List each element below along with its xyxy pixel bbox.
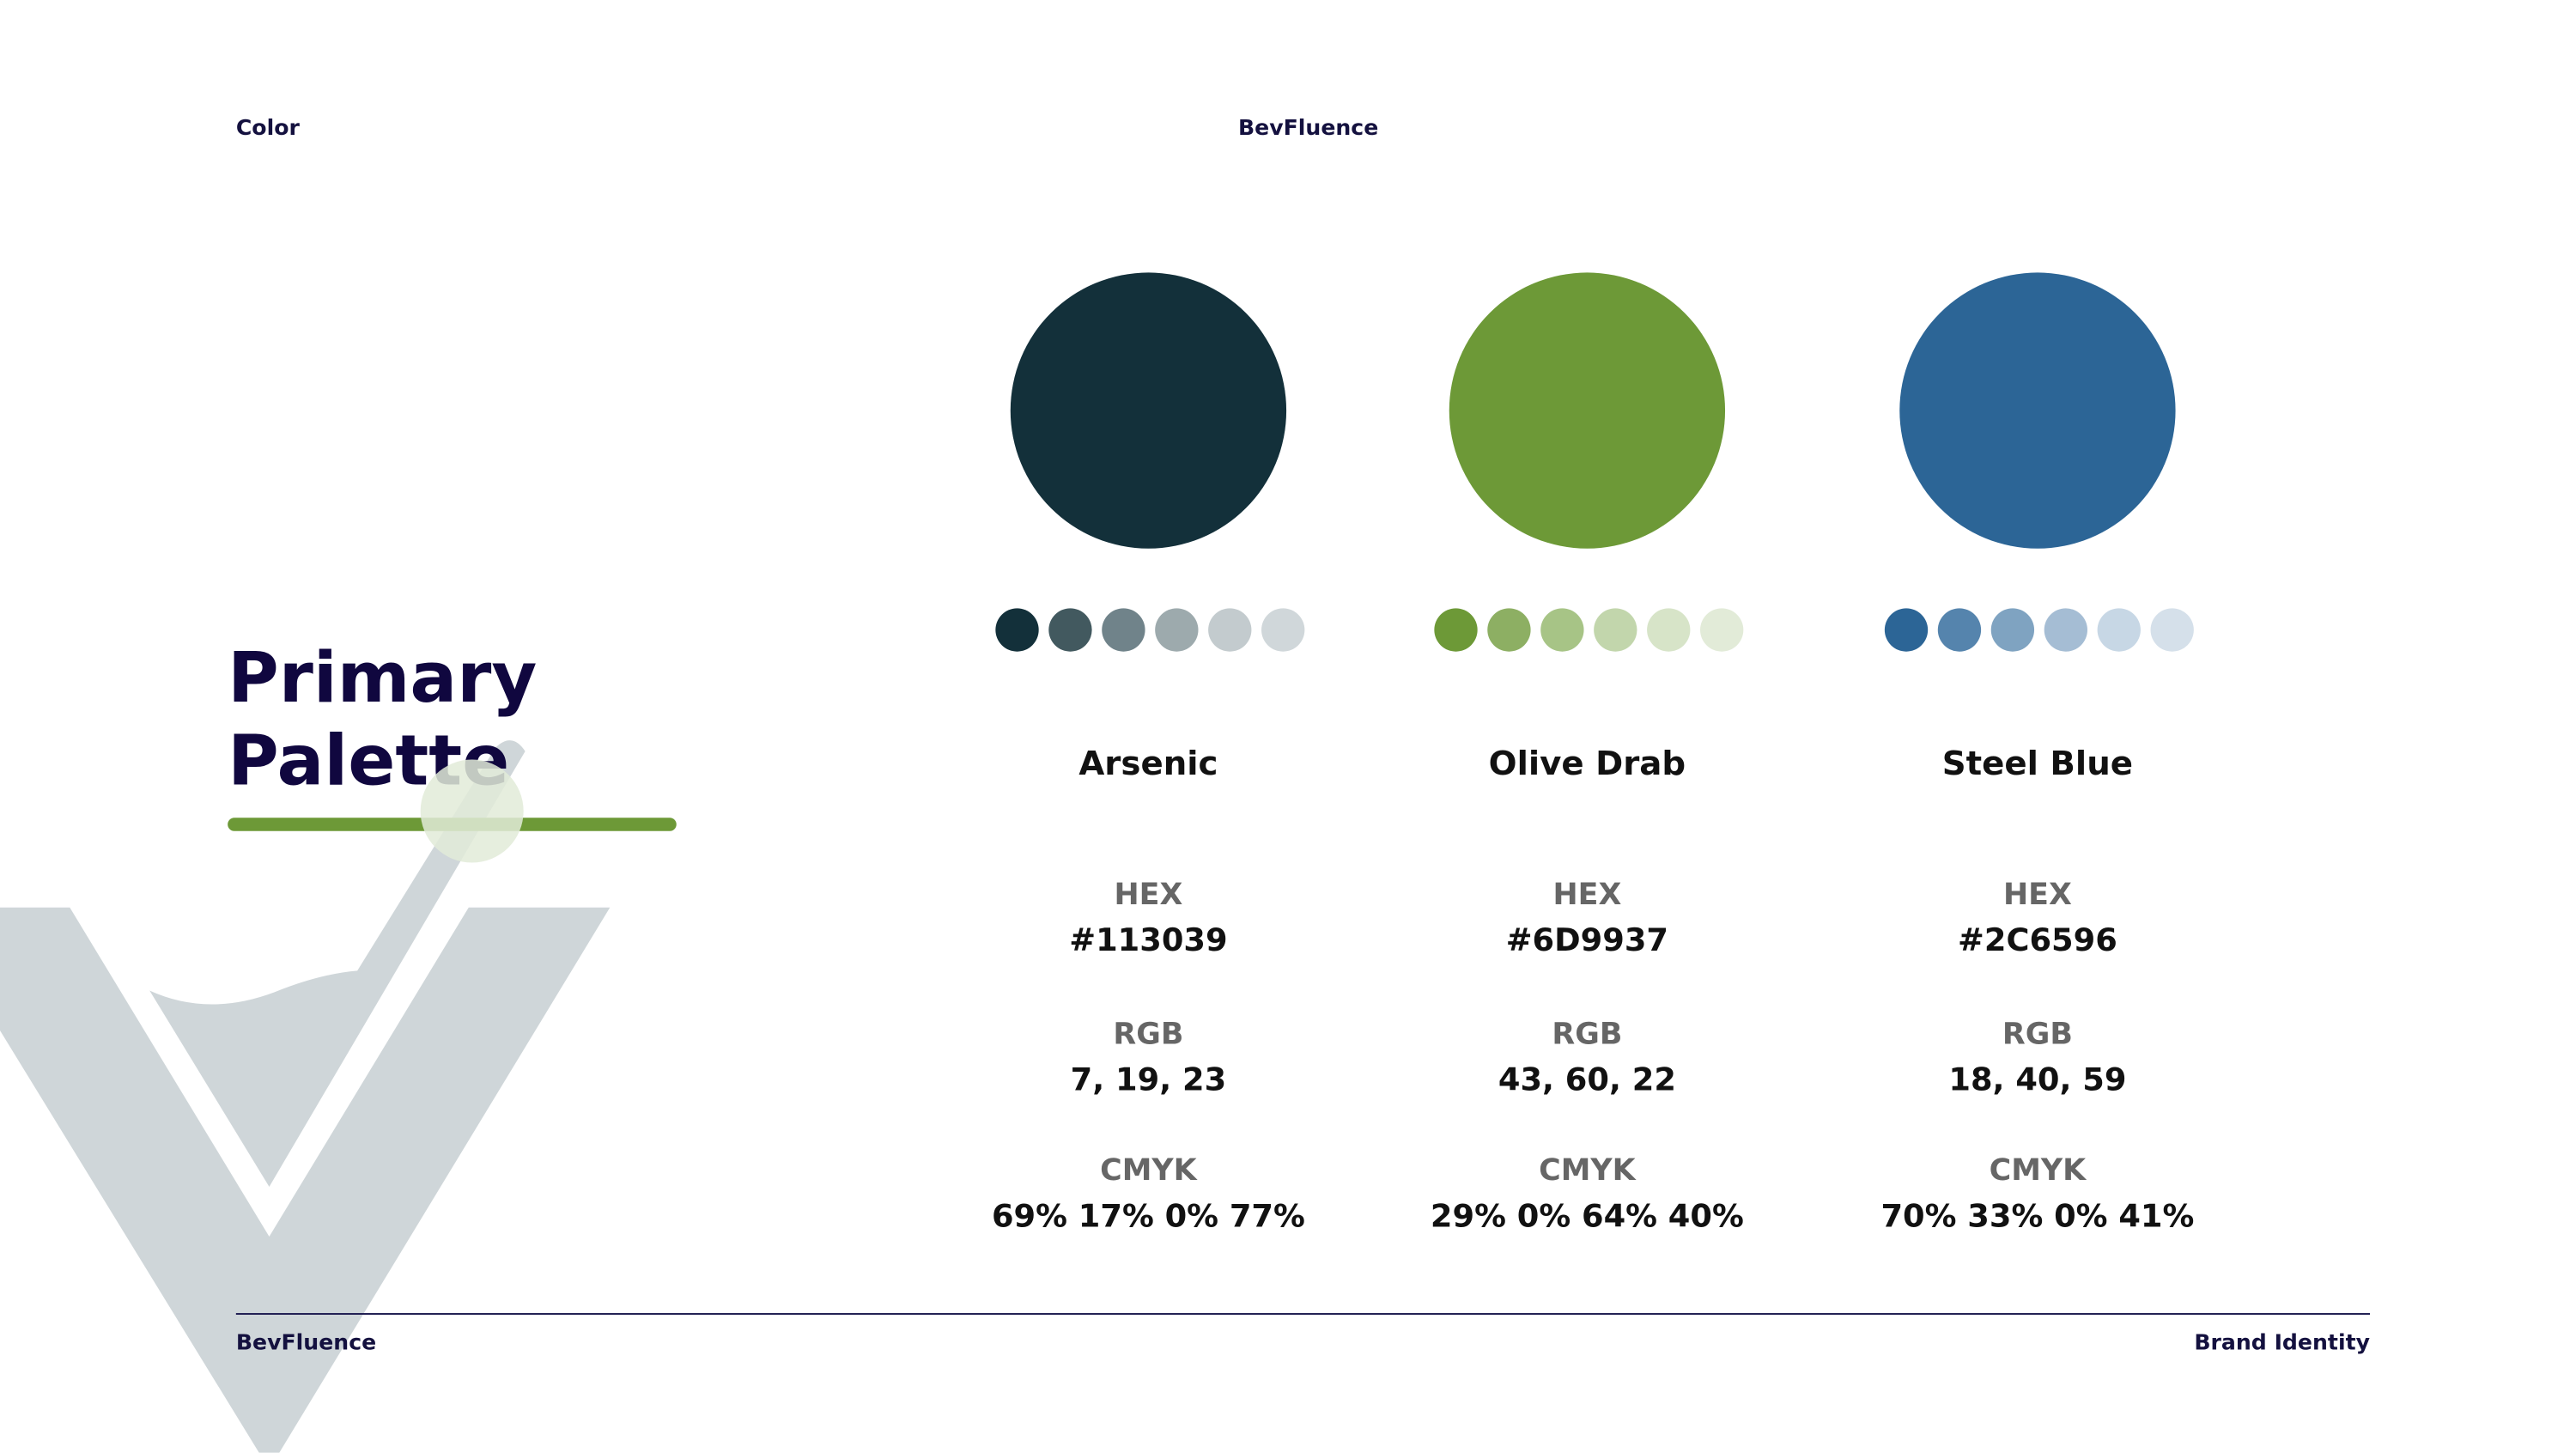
cmyk-label: CMYK [1989,1153,2087,1189]
rgb-label: RGB [2002,1017,2073,1053]
hex-value: #2C6596 [1958,922,2117,959]
cmyk-value: 29% 0% 64% 40% [1430,1198,1744,1236]
swatch-tint [1647,608,1691,652]
swatch-tint [1594,608,1637,652]
page-title: Primary Palette [228,636,537,803]
rgb-label: RGB [1552,1017,1623,1053]
footer-divider [235,1313,2371,1315]
swatch-main [1010,272,1287,549]
footer-label: Brand Identity [2194,1331,2371,1357]
swatch-tint [2150,608,2194,652]
rgb-value: 18, 40, 59 [1948,1061,2127,1099]
swatch-tint [1102,608,1145,652]
hex-label: HEX [1114,877,1183,913]
swatch-tint [2044,608,2087,652]
hex-value: #6D9937 [1505,922,1669,959]
swatch-tint [1990,608,2035,652]
swatch-main [1899,272,2176,549]
color-name: Arsenic [1078,743,1218,783]
title-line-1: Primary [228,636,538,719]
rgb-label: RGB [1113,1017,1184,1053]
swatch-tint [2097,608,2141,652]
swatch-tint [1937,608,1982,652]
rgb-value: 7, 19, 23 [1070,1061,1227,1099]
hex-label: HEX [2003,877,2072,913]
swatch-tint [1540,608,1584,652]
swatch-tint [1155,608,1199,652]
color-name: Steel Blue [1941,743,2134,783]
hex-label: HEX [1552,877,1622,913]
cmyk-label: CMYK [1539,1153,1636,1189]
section-label: Color [235,116,300,142]
swatch-tint [1884,608,1929,652]
swatch-tint [1700,608,1744,652]
rgb-value: 43, 60, 22 [1498,1061,1676,1099]
swatch-main [1449,272,1726,549]
decor-circle [420,759,524,863]
cmyk-value: 70% 33% 0% 41% [1880,1198,2195,1236]
cmyk-label: CMYK [1100,1153,1197,1189]
hex-value: #113039 [1069,922,1228,959]
header-brand: BevFluence [1237,116,1379,142]
swatch-tint [1261,608,1305,652]
swatch-tint [1434,608,1478,652]
swatch-tint [995,608,1039,652]
footer-brand: BevFluence [235,1331,377,1357]
color-name: Olive Drab [1488,743,1686,783]
swatch-tint [1208,608,1252,652]
swatch-tint [1487,608,1531,652]
cmyk-value: 69% 17% 0% 77% [991,1198,1305,1236]
swatch-tint [1048,608,1092,652]
